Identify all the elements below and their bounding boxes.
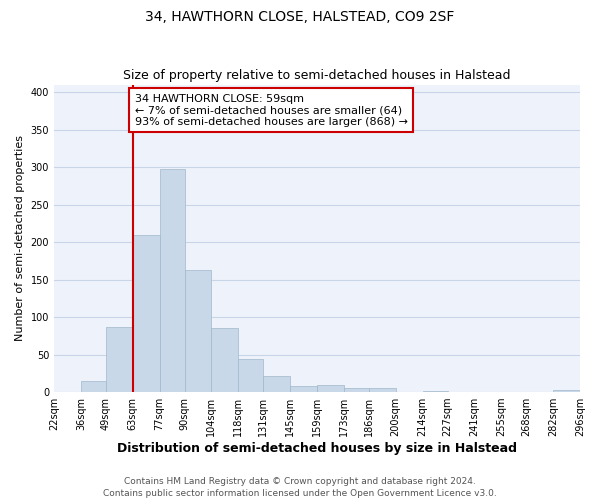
- Bar: [81, 381, 106, 392]
- Bar: [317, 386, 344, 392]
- Bar: [290, 386, 317, 392]
- Bar: [133, 234, 160, 392]
- Bar: [369, 388, 396, 392]
- Bar: [185, 270, 211, 392]
- Text: 34, HAWTHORN CLOSE, HALSTEAD, CO9 2SF: 34, HAWTHORN CLOSE, HALSTEAD, CO9 2SF: [145, 10, 455, 24]
- Bar: [553, 390, 580, 392]
- Bar: [344, 388, 369, 392]
- Bar: [211, 328, 238, 392]
- Bar: [263, 376, 290, 392]
- Title: Size of property relative to semi-detached houses in Halstead: Size of property relative to semi-detach…: [123, 69, 511, 82]
- Y-axis label: Number of semi-detached properties: Number of semi-detached properties: [15, 136, 25, 342]
- Text: Contains HM Land Registry data © Crown copyright and database right 2024.
Contai: Contains HM Land Registry data © Crown c…: [103, 476, 497, 498]
- X-axis label: Distribution of semi-detached houses by size in Halstead: Distribution of semi-detached houses by …: [117, 442, 517, 455]
- Text: 34 HAWTHORN CLOSE: 59sqm
← 7% of semi-detached houses are smaller (64)
93% of se: 34 HAWTHORN CLOSE: 59sqm ← 7% of semi-de…: [134, 94, 407, 127]
- Bar: [238, 359, 263, 392]
- Bar: [106, 327, 133, 392]
- Bar: [160, 170, 185, 392]
